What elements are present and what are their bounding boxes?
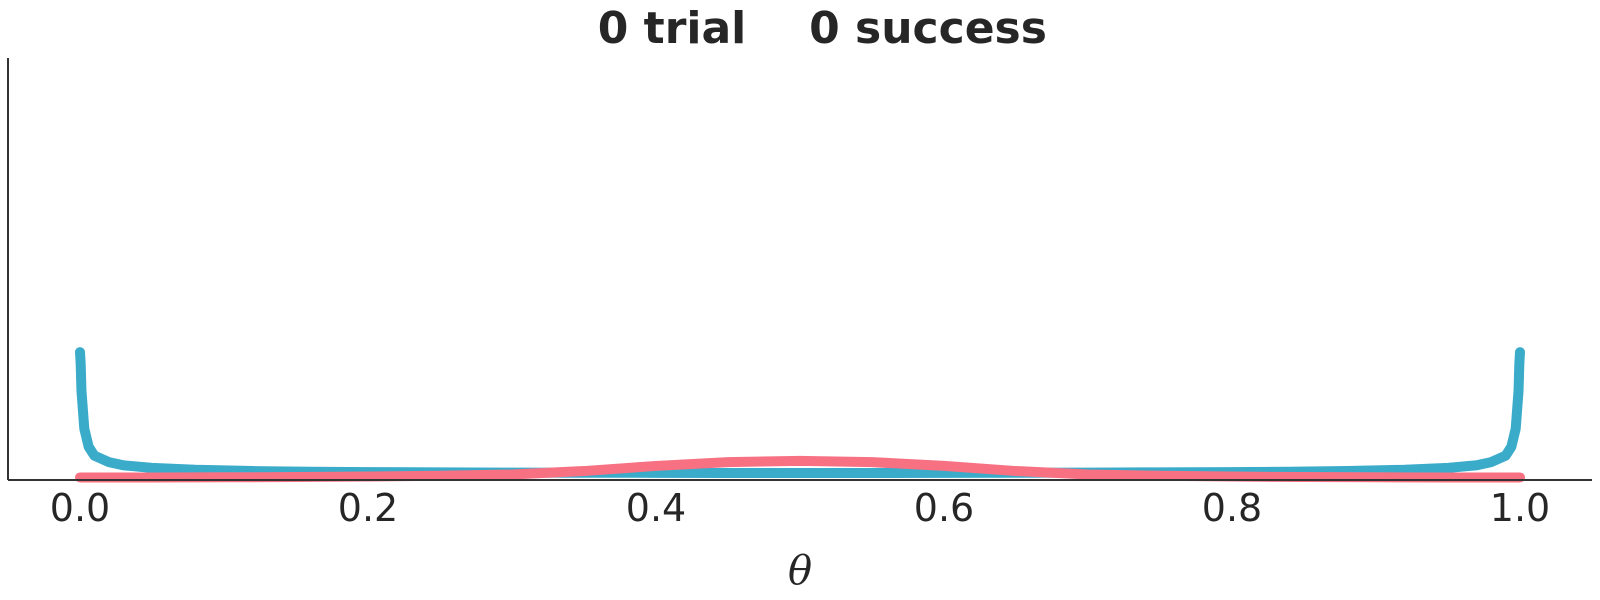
chart-title-left: 0 trial <box>598 3 747 54</box>
chart-title-right: 0 success <box>809 3 1047 54</box>
x-tick-label: 0.8 <box>1202 486 1262 530</box>
x-tick-label: 0.0 <box>50 486 110 530</box>
x-axis-ticks: 0.0 0.2 0.4 0.6 0.8 1.0 <box>50 486 1550 530</box>
x-tick-label: 1.0 <box>1490 486 1550 530</box>
x-tick-label: 0.2 <box>338 486 398 530</box>
x-tick-label: 0.4 <box>626 486 686 530</box>
series-line-2 <box>75 455 1525 483</box>
x-axis-label: θ <box>788 548 812 594</box>
x-tick-label: 0.6 <box>914 486 974 530</box>
series-layer <box>75 347 1525 483</box>
series-line-1 <box>75 347 1525 478</box>
